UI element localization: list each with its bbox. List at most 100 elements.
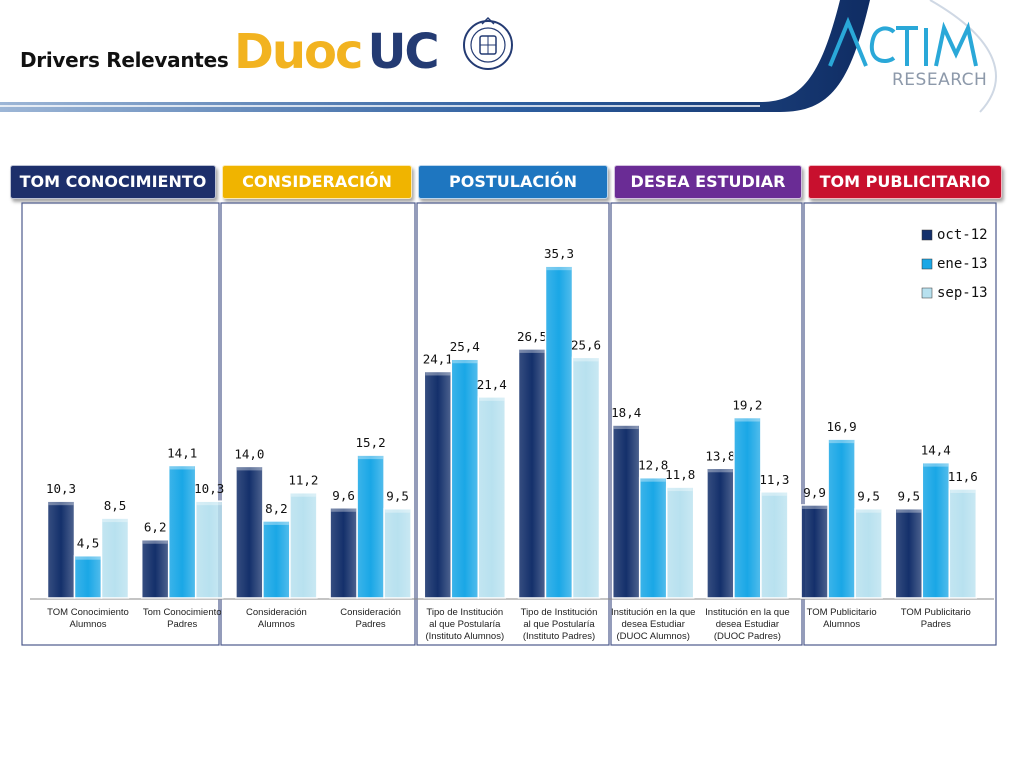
value-label-ene-13-cat-2: 14,1 bbox=[167, 445, 197, 460]
bar-highlight bbox=[169, 465, 195, 470]
legend-label-sep-13: sep-13 bbox=[937, 285, 988, 301]
bar-highlight bbox=[290, 492, 316, 497]
bar-highlight bbox=[358, 455, 384, 460]
value-label-sep-13-cat-3: 11,2 bbox=[288, 473, 318, 488]
tab-postulacion[interactable]: POSTULACIÓN bbox=[418, 165, 608, 199]
bar-sep-13-cat-2 bbox=[194, 500, 224, 599]
category-label: (Instituto Padres) bbox=[523, 631, 595, 642]
bar-oct-12-cat-9 bbox=[800, 504, 829, 599]
value-label-ene-13-cat-8: 19,2 bbox=[732, 398, 762, 413]
bar-ene-13-cat-1 bbox=[73, 554, 103, 599]
value-label-oct-12-cat-10: 9,5 bbox=[898, 489, 921, 504]
category-label: Padres bbox=[167, 619, 197, 630]
bar-sep-13-cat-5 bbox=[477, 396, 507, 599]
bar-ene-13-cat-3 bbox=[262, 520, 291, 599]
bar-highlight bbox=[452, 359, 478, 364]
bar-oct-12-cat-4 bbox=[329, 507, 358, 599]
bar-sep-13-cat-6 bbox=[571, 356, 601, 599]
value-label-sep-13-cat-2: 10,3 bbox=[194, 481, 224, 496]
bar-highlight bbox=[75, 555, 101, 560]
section-frame bbox=[610, 202, 803, 646]
section-frame bbox=[803, 202, 997, 646]
bar-highlight bbox=[761, 491, 787, 496]
category-label: desea Estudiar bbox=[716, 619, 779, 630]
bar-highlight bbox=[829, 439, 855, 444]
category-label: Alumnos bbox=[823, 619, 860, 630]
category-label: (DUOC Alumnos) bbox=[617, 631, 690, 642]
duoc-logo-text: Duoc bbox=[234, 24, 363, 80]
slide-header: Drivers Relevantes Duoc UC RESEARCH bbox=[0, 0, 1024, 118]
legend-swatch-sep-13 bbox=[921, 287, 933, 299]
value-label-oct-12-cat-1: 10,3 bbox=[46, 481, 76, 496]
bar-highlight bbox=[196, 501, 222, 506]
uc-logo-text: UC bbox=[367, 24, 439, 80]
driver-tabs: TOM CONOCIMIENTO CONSIDERACIÓN POSTULACI… bbox=[10, 165, 1002, 201]
duoc-uc-logo: Duoc UC bbox=[234, 24, 440, 80]
tab-desea-estudiar[interactable]: DESEA ESTUDIAR bbox=[614, 165, 802, 199]
bar-highlight bbox=[613, 425, 639, 430]
category-label: Consideración bbox=[340, 607, 401, 618]
bar-ene-13-cat-8 bbox=[733, 416, 762, 599]
value-label-ene-13-cat-7: 12,8 bbox=[638, 458, 668, 473]
bar-sep-13-cat-9 bbox=[854, 507, 883, 599]
bar-highlight bbox=[707, 468, 733, 473]
header-swoosh bbox=[0, 0, 997, 113]
category-label: al que Postularía bbox=[523, 619, 595, 630]
bar-ene-13-cat-4 bbox=[356, 454, 385, 599]
value-label-oct-12-cat-9: 9,9 bbox=[803, 485, 826, 500]
value-label-oct-12-cat-7: 18,4 bbox=[611, 405, 641, 420]
category-label: Institución en la que bbox=[611, 607, 696, 618]
category-label: al que Postularía bbox=[429, 619, 501, 630]
tab-consideracion[interactable]: CONSIDERACIÓN bbox=[222, 165, 412, 199]
value-label-sep-13-cat-8: 11,3 bbox=[759, 472, 789, 487]
bar-oct-12-cat-8 bbox=[706, 467, 735, 599]
value-label-ene-13-cat-4: 15,2 bbox=[356, 435, 386, 450]
bar-ene-13-cat-5 bbox=[450, 358, 480, 599]
bar-highlight bbox=[802, 504, 828, 509]
bar-highlight bbox=[385, 508, 411, 513]
value-label-ene-13-cat-5: 25,4 bbox=[450, 339, 480, 354]
value-label-ene-13-cat-9: 16,9 bbox=[827, 419, 857, 434]
bar-ene-13-cat-6 bbox=[544, 265, 574, 599]
category-label: (DUOC Padres) bbox=[714, 631, 781, 642]
category-label: Institución en la que bbox=[705, 607, 790, 618]
legend-label-ene-13: ene-13 bbox=[937, 256, 988, 272]
tab-tom-conocimiento[interactable]: TOM CONOCIMIENTO bbox=[10, 165, 216, 199]
value-label-sep-13-cat-9: 9,5 bbox=[857, 489, 880, 504]
tab-tom-publicitario[interactable]: TOM PUBLICITARIO bbox=[808, 165, 1002, 199]
bar-highlight bbox=[856, 508, 882, 513]
category-label: Consideración bbox=[246, 607, 307, 618]
bar-highlight bbox=[573, 357, 599, 362]
legend-swatch-ene-13 bbox=[921, 258, 933, 270]
actim-research-text: RESEARCH bbox=[892, 70, 988, 90]
bar-highlight bbox=[546, 266, 572, 271]
category-label: Padres bbox=[921, 619, 951, 630]
section-frame bbox=[21, 202, 220, 646]
value-label-oct-12-cat-2: 6,2 bbox=[144, 520, 167, 535]
bar-oct-12-cat-1 bbox=[46, 500, 76, 599]
page-title: Drivers Relevantes bbox=[20, 48, 229, 72]
value-label-oct-12-cat-6: 26,5 bbox=[517, 329, 547, 344]
legend-label-oct-12: oct-12 bbox=[937, 227, 988, 243]
bar-sep-13-cat-10 bbox=[948, 488, 978, 599]
value-label-sep-13-cat-1: 8,5 bbox=[104, 498, 127, 513]
actim-logo-icon bbox=[828, 16, 978, 67]
category-label: Alumnos bbox=[70, 619, 107, 630]
value-label-sep-13-cat-10: 11,6 bbox=[948, 469, 978, 484]
bar-oct-12-cat-5 bbox=[423, 370, 453, 599]
university-seal-icon bbox=[463, 16, 513, 70]
bar-highlight bbox=[734, 417, 760, 422]
bar-highlight bbox=[640, 477, 666, 482]
category-label: Tipo de Institución bbox=[521, 607, 598, 618]
bar-ene-13-cat-7 bbox=[638, 476, 668, 599]
bar-highlight bbox=[331, 507, 357, 512]
bar-sep-13-cat-3 bbox=[289, 491, 318, 599]
value-label-ene-13-cat-3: 8,2 bbox=[265, 501, 288, 516]
value-label-ene-13-cat-10: 14,4 bbox=[921, 443, 951, 458]
bar-highlight bbox=[236, 466, 262, 471]
bar-highlight bbox=[896, 508, 922, 513]
bar-highlight bbox=[102, 518, 128, 523]
value-label-oct-12-cat-3: 14,0 bbox=[234, 446, 264, 461]
category-label: Tipo de Institución bbox=[426, 607, 503, 618]
